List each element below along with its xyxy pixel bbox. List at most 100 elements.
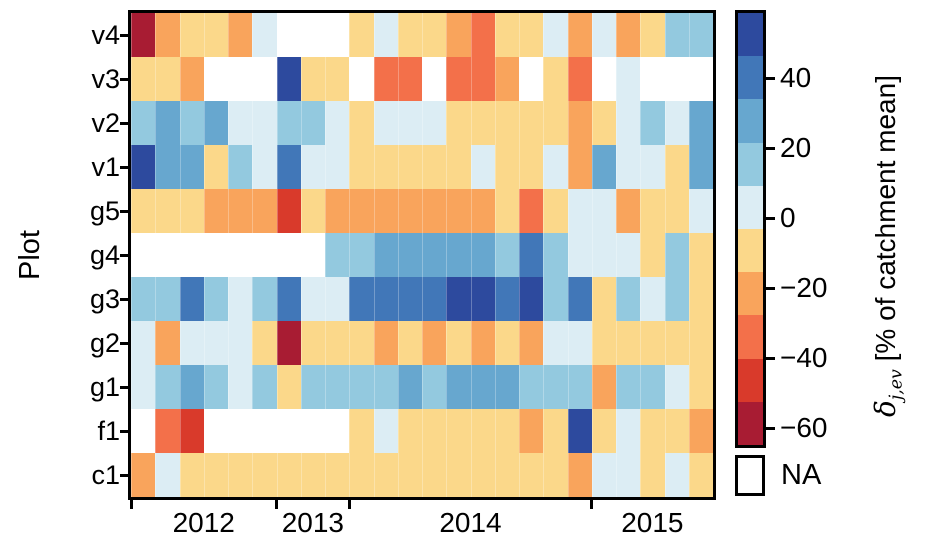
y-tick xyxy=(120,385,128,389)
heatmap-cell xyxy=(373,409,398,453)
heatmap-cell xyxy=(519,321,544,365)
heatmap-cell xyxy=(664,145,689,189)
row-label-g3: g3 xyxy=(89,284,120,314)
heatmap-cell xyxy=(470,13,495,57)
x-label-2015: 2015 xyxy=(621,507,684,538)
heatmap-cell xyxy=(349,189,374,233)
heatmap-cell xyxy=(155,233,180,277)
colorbar-title: δj,ev [% of catchment mean] xyxy=(867,0,907,526)
heatmap-cell xyxy=(179,365,204,409)
heatmap-cell xyxy=(325,453,350,497)
heatmap-cell xyxy=(664,189,689,233)
heatmap-cell xyxy=(688,453,713,497)
heatmap-cell xyxy=(325,321,350,365)
heatmap-cell xyxy=(567,277,592,321)
heatmap-cell xyxy=(276,409,301,453)
heatmap-cell xyxy=(373,453,398,497)
plot-frame xyxy=(128,10,716,500)
heatmap-cell xyxy=(300,57,325,101)
heatmap-cell xyxy=(276,101,301,145)
y-tick xyxy=(120,429,128,433)
heatmap-grid xyxy=(131,13,713,497)
colorbar-tick-label: −20 xyxy=(780,272,828,303)
colorbar-band xyxy=(738,13,763,57)
heatmap-cell xyxy=(300,321,325,365)
heatmap-cell xyxy=(203,57,228,101)
heatmap-cell xyxy=(543,321,568,365)
heatmap-cell xyxy=(591,453,616,497)
heatmap-cell xyxy=(203,101,228,145)
y-tick xyxy=(120,341,128,345)
heatmap-cell xyxy=(567,145,592,189)
heatmap-cell xyxy=(325,189,350,233)
heatmap-cell xyxy=(567,409,592,453)
row-label-v4: v4 xyxy=(91,20,120,50)
heatmap-cell xyxy=(276,277,301,321)
colorbar-tick-label: −40 xyxy=(780,342,828,373)
heatmap-cell xyxy=(300,365,325,409)
heatmap-cell xyxy=(228,13,253,57)
na-swatch xyxy=(735,455,765,496)
heatmap-cell xyxy=(664,233,689,277)
row-label-g4: g4 xyxy=(89,240,120,270)
heatmap-cell xyxy=(252,189,277,233)
heatmap-cell xyxy=(616,101,641,145)
heatmap-cell xyxy=(567,57,592,101)
heatmap-cell xyxy=(373,189,398,233)
heatmap-cell xyxy=(397,453,422,497)
heatmap-cell xyxy=(494,453,519,497)
colorbar-title-text: [% of catchment mean] xyxy=(870,75,901,370)
x-label-2014: 2014 xyxy=(439,507,502,538)
heatmap-cell xyxy=(155,277,180,321)
row-label-v3: v3 xyxy=(91,64,120,94)
heatmap-cell xyxy=(567,365,592,409)
heatmap-cell xyxy=(155,145,180,189)
heatmap-cell xyxy=(397,409,422,453)
heatmap-cell xyxy=(325,409,350,453)
heatmap-cell xyxy=(688,189,713,233)
heatmap-cell xyxy=(640,13,665,57)
heatmap-cell xyxy=(470,145,495,189)
heatmap-cell xyxy=(616,233,641,277)
heatmap-cell xyxy=(252,365,277,409)
heatmap-cell xyxy=(519,13,544,57)
heatmap-cell xyxy=(252,233,277,277)
delta-subscript: j,ev xyxy=(886,369,907,401)
heatmap-cell xyxy=(494,277,519,321)
row-label-g1: g1 xyxy=(89,372,120,402)
heatmap-cell xyxy=(446,409,471,453)
heatmap-cell xyxy=(373,321,398,365)
row-label-f1: f1 xyxy=(97,416,120,446)
heatmap-cell xyxy=(300,453,325,497)
heatmap-cell xyxy=(349,321,374,365)
heatmap-cell xyxy=(325,365,350,409)
heatmap-cell xyxy=(276,233,301,277)
heatmap-cell xyxy=(203,321,228,365)
heatmap-cell xyxy=(422,13,447,57)
heatmap-cell xyxy=(640,233,665,277)
heatmap-cell xyxy=(155,189,180,233)
heatmap-cell xyxy=(664,365,689,409)
heatmap-cell xyxy=(640,321,665,365)
heatmap-cell xyxy=(349,145,374,189)
heatmap-cell xyxy=(494,189,519,233)
heatmap-cell xyxy=(349,409,374,453)
heatmap-cell xyxy=(446,453,471,497)
colorbar xyxy=(735,10,766,448)
colorbar-band xyxy=(738,56,763,100)
heatmap-cell xyxy=(300,189,325,233)
heatmap-cell xyxy=(688,145,713,189)
heatmap-cell xyxy=(300,13,325,57)
heatmap-cell xyxy=(155,13,180,57)
heatmap-cell xyxy=(325,13,350,57)
heatmap-cell xyxy=(519,145,544,189)
heatmap-cell xyxy=(567,321,592,365)
na-label: NA xyxy=(781,459,822,491)
heatmap-cell xyxy=(397,365,422,409)
heatmap-cell xyxy=(616,409,641,453)
heatmap-cell xyxy=(276,365,301,409)
heatmap-cell xyxy=(203,409,228,453)
colorbar-tick-label: −60 xyxy=(780,412,828,443)
heatmap-cell xyxy=(276,145,301,189)
colorbar-tick-label: 20 xyxy=(780,132,812,163)
